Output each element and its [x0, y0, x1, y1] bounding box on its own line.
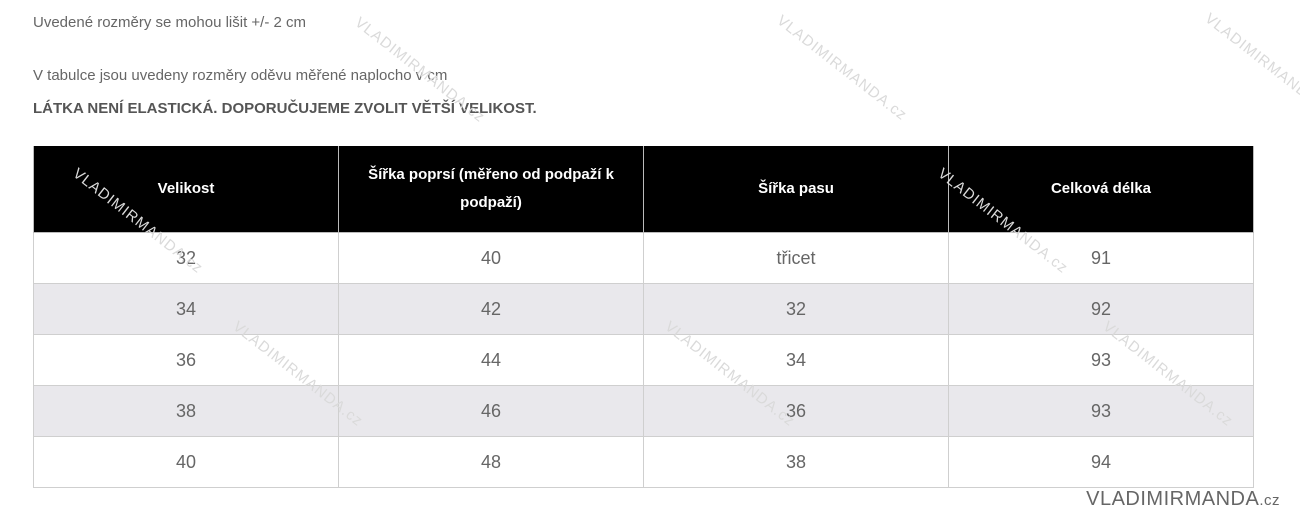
size-tolerance-note: Uvedené rozměry se mohou lišit +/- 2 cm	[33, 14, 307, 31]
watermark: VLADIMIRMANDA.cz	[773, 12, 911, 125]
cell-length: 92	[948, 283, 1254, 335]
header-size: Velikost	[33, 146, 339, 233]
cell-size: 36	[33, 334, 339, 386]
table-row: 40 48 38 94	[33, 436, 1254, 488]
cell-length: 93	[948, 385, 1254, 437]
elasticity-warning: LÁTKA NENÍ ELASTICKÁ. DOPORUČUJEME ZVOLI…	[33, 100, 537, 117]
cell-chest: 46	[338, 385, 644, 437]
measurement-note: V tabulce jsou uvedeny rozměry oděvu měř…	[33, 67, 448, 84]
table-row: 34 42 32 92	[33, 283, 1254, 335]
header-waist-width: Šířka pasu	[643, 146, 949, 233]
cell-size: 40	[33, 436, 339, 488]
header-total-length: Celková délka	[948, 146, 1254, 233]
cell-length: 93	[948, 334, 1254, 386]
cell-waist: třicet	[643, 232, 949, 284]
cell-chest: 44	[338, 334, 644, 386]
table-row: 38 46 36 93	[33, 385, 1254, 437]
size-table: Velikost Šířka poprsí (měřeno od podpaží…	[33, 146, 1254, 488]
brand-logo: VLADIMIRMANDA.cz	[1086, 488, 1280, 510]
cell-size: 38	[33, 385, 339, 437]
table-row: 36 44 34 93	[33, 334, 1254, 386]
table-row: 32 40 třicet 91	[33, 232, 1254, 284]
cell-size: 32	[33, 232, 339, 284]
header-chest-width: Šířka poprsí (měřeno od podpaží k podpaž…	[338, 146, 644, 233]
cell-waist: 34	[643, 334, 949, 386]
cell-chest: 42	[338, 283, 644, 335]
cell-waist: 38	[643, 436, 949, 488]
cell-waist: 36	[643, 385, 949, 437]
cell-length: 94	[948, 436, 1254, 488]
cell-length: 91	[948, 232, 1254, 284]
cell-chest: 40	[338, 232, 644, 284]
watermark: VLADIMIRMANDA.cz	[1201, 10, 1300, 109]
table-header-row: Velikost Šířka poprsí (měřeno od podpaží…	[33, 146, 1254, 233]
cell-size: 34	[33, 283, 339, 335]
cell-chest: 48	[338, 436, 644, 488]
cell-waist: 32	[643, 283, 949, 335]
